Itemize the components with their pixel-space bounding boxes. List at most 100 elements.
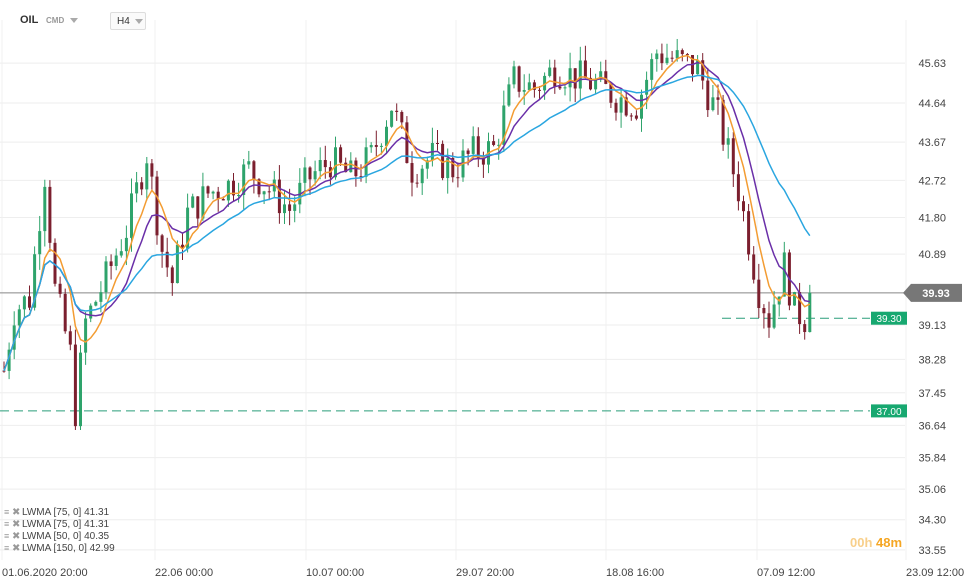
settings-icon[interactable]: ≡ <box>4 543 10 553</box>
candle-body <box>645 79 649 95</box>
candle-body <box>680 50 684 55</box>
remove-icon[interactable]: ✖ <box>12 507 21 518</box>
indicator-row[interactable]: ≡ ✖ LWMA [75, 0] 41.31 <box>4 518 115 530</box>
candle-body <box>109 261 113 266</box>
candle-body <box>507 84 511 106</box>
candle-body <box>79 352 82 427</box>
candle-body <box>726 138 730 145</box>
candle-body <box>782 252 786 297</box>
candle-body <box>476 136 480 158</box>
candle-body <box>283 204 286 214</box>
candle-body <box>349 160 353 173</box>
candle-body <box>583 60 587 78</box>
candle-body <box>221 199 225 201</box>
candle-body <box>191 196 195 208</box>
level-label: 39.30 <box>876 314 901 325</box>
candle-body <box>772 304 776 328</box>
candle-body <box>502 105 506 145</box>
y-tick-label: 33.55 <box>918 545 946 557</box>
y-tick-label: 44.64 <box>918 98 946 110</box>
candle-body <box>604 71 608 84</box>
candle-body <box>33 254 37 308</box>
remove-icon[interactable]: ✖ <box>12 543 21 554</box>
indicator-label: LWMA [75, 0] <box>22 507 82 518</box>
candle-body <box>711 97 715 111</box>
candle-body <box>624 97 628 116</box>
candle-body <box>481 157 485 165</box>
candle-body <box>742 201 745 212</box>
symbol-label[interactable]: OIL <box>20 14 39 26</box>
candle-body <box>670 57 674 59</box>
candle-body <box>441 143 445 179</box>
chart-toolbar: OIL CMD H4 <box>0 0 300 30</box>
candle-body <box>124 237 128 252</box>
symbol-dropdown-icon[interactable] <box>70 18 78 23</box>
candle-body <box>242 164 246 195</box>
settings-icon[interactable]: ≡ <box>4 531 10 541</box>
remove-icon[interactable]: ✖ <box>12 531 21 542</box>
candle-body <box>145 163 149 190</box>
settings-icon[interactable]: ≡ <box>4 519 10 529</box>
y-tick-label: 38.28 <box>918 354 946 366</box>
candle-body <box>226 180 230 201</box>
candle-body <box>379 145 383 147</box>
candle-body <box>578 60 582 89</box>
settings-icon[interactable]: ≡ <box>4 507 10 517</box>
candle-body <box>89 305 93 319</box>
candle-body <box>293 204 297 211</box>
x-tick-label: 18.08 16:00 <box>606 567 664 579</box>
candle-body <box>339 147 343 163</box>
instrument-type-label: CMD <box>46 16 65 25</box>
candle-body <box>390 110 394 127</box>
candle-body <box>53 242 57 284</box>
candle-body <box>405 122 409 164</box>
candle-body <box>471 136 475 154</box>
candle-body <box>58 283 62 294</box>
candle-body <box>446 157 450 179</box>
x-tick-label: 22.06 00:00 <box>155 567 213 579</box>
candle-body <box>344 162 348 173</box>
x-tick-label: 10.07 00:00 <box>306 567 364 579</box>
candle-body <box>257 179 261 195</box>
indicator-value: 40.35 <box>84 531 110 542</box>
level-tag <box>871 311 907 325</box>
candle-body <box>543 75 547 91</box>
candle-body <box>211 191 215 194</box>
candle-body <box>497 144 501 146</box>
indicator-row[interactable]: ≡ ✖ LWMA [50, 0] 40.35 <box>4 530 115 542</box>
candle-body <box>563 87 567 89</box>
candle-body <box>252 161 256 180</box>
indicator-label: LWMA [150, 0] <box>22 543 87 554</box>
candle-body <box>155 176 159 236</box>
candle-body <box>599 71 603 80</box>
candle-body <box>334 147 337 178</box>
candle-body <box>451 157 455 178</box>
candle-body <box>135 182 139 194</box>
candle-body <box>38 231 42 255</box>
candle-body <box>721 99 725 145</box>
x-tick-label: 29.07 20:00 <box>456 567 514 579</box>
candle-body <box>12 325 16 350</box>
candle-body <box>456 177 460 179</box>
candle-body <box>589 77 592 90</box>
indicator-row[interactable]: ≡ ✖ LWMA [75, 0] 41.31 <box>4 506 115 518</box>
timeframe-select[interactable]: H4 <box>110 12 146 30</box>
candle-body <box>527 82 531 91</box>
current-price-label: 39.93 <box>922 288 950 300</box>
candle-body <box>84 318 88 353</box>
y-tick-label: 45.63 <box>918 58 946 70</box>
remove-icon[interactable]: ✖ <box>12 519 21 530</box>
candle-body <box>119 251 123 256</box>
candle-body <box>762 307 766 314</box>
indicator-row[interactable]: ≡ ✖ LWMA [150, 0] 42.99 <box>4 542 115 554</box>
candle-body <box>73 344 77 427</box>
candle-body <box>28 296 31 308</box>
candle-body <box>303 167 307 183</box>
x-tick-label: 01.06.2020 20:00 <box>2 567 88 579</box>
candle-body <box>68 331 72 345</box>
candle-body <box>558 86 562 89</box>
candle-body <box>400 111 404 123</box>
candle-body <box>359 176 363 178</box>
candle-body <box>553 67 557 87</box>
